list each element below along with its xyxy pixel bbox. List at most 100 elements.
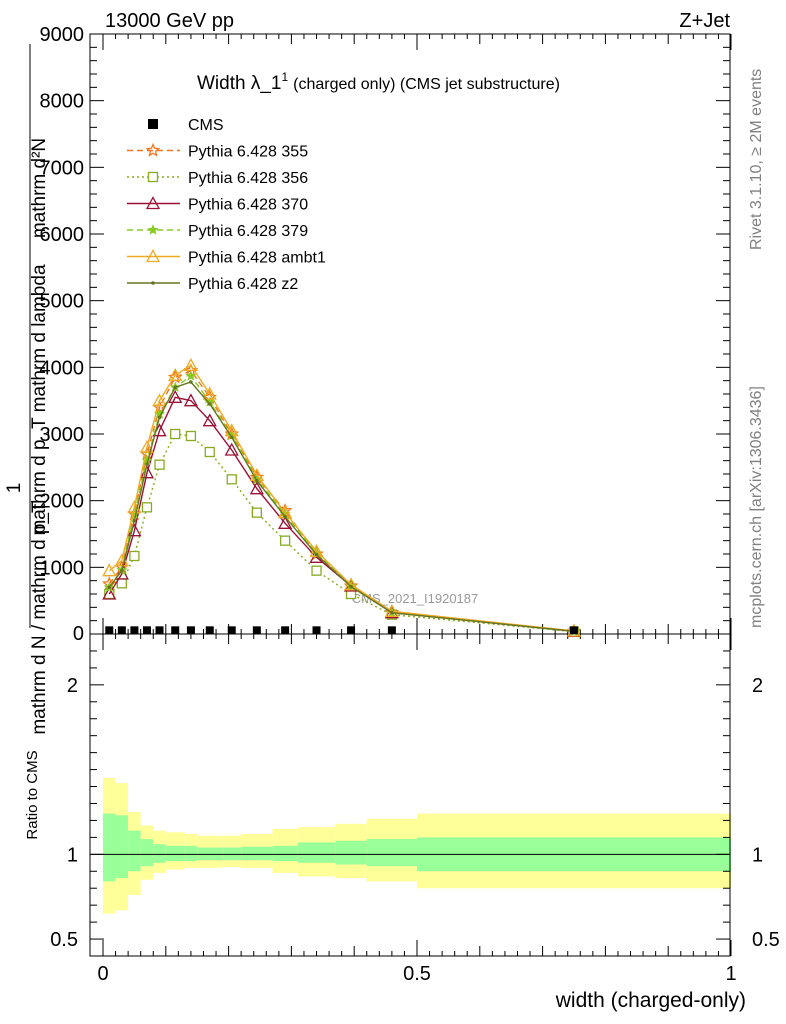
y-tick-label: 6000 [40, 224, 85, 246]
point-square [129, 550, 140, 562]
legend: CMS Pythia 6.428 355 Pythia 6.428 356 Pythi… [127, 117, 326, 293]
ratio-band-green [115, 815, 129, 879]
point-triangle [168, 389, 183, 403]
chart-title-main: Width λ_1 [197, 73, 281, 94]
series-0 [101, 362, 582, 638]
ratio-axis-ticks: 0.5 0.5 1 1 2 2 [50, 650, 780, 951]
series-line [108, 369, 575, 632]
legend-label: Pythia 6.428 356 [188, 170, 308, 187]
point-dot [157, 415, 162, 420]
legend-label: Pythia 6.428 z2 [188, 276, 298, 293]
point-triangle [183, 393, 199, 407]
legend-label: Pythia 6.428 355 [188, 144, 308, 161]
point-triangle [145, 249, 161, 263]
x-tick-label: 1 [725, 963, 736, 985]
ratio-tick-label: 2 [67, 675, 78, 697]
point-dot [132, 518, 137, 523]
point-square [311, 565, 322, 576]
point-dot [120, 568, 124, 573]
cms-point [105, 626, 114, 635]
point-dot [255, 478, 259, 483]
point-star [145, 142, 161, 157]
ratio-tick-label-right: 1 [752, 844, 763, 866]
analysis-watermark: CMS_2021_I1920187 [352, 591, 479, 606]
point-triangle [145, 196, 161, 210]
point-dot [283, 514, 287, 519]
cms-point [117, 626, 126, 635]
ylabel-numerator-2: mathrm d p_T mathrm d lambda [29, 264, 50, 535]
point-triangle [202, 413, 217, 427]
x-tick-label: 0.5 [403, 963, 431, 985]
y-tick-label: 4000 [40, 357, 85, 379]
rivet-info: Rivet 3.1.10, ≥ 2M events [748, 69, 765, 250]
cms-point [186, 626, 195, 635]
point-triangle [202, 386, 217, 400]
point-dot [173, 385, 178, 390]
cms-point [312, 626, 321, 635]
series-layer [101, 357, 582, 638]
point-dot [107, 585, 112, 590]
ratio-tick-label: 1 [67, 844, 78, 866]
ratio-band-green [140, 839, 154, 867]
ratio-band-green [153, 844, 166, 863]
point-triangle [139, 439, 155, 453]
y-tick-label: 7000 [40, 157, 85, 179]
point-square [147, 171, 159, 183]
point-dot [349, 584, 353, 589]
cms-point [130, 626, 139, 635]
cms-point [281, 626, 290, 635]
cms-point [347, 626, 356, 635]
y-axis-label: mathrm d²N mathrm d p_T mathrm d lambda … [4, 44, 50, 735]
cms-point [387, 626, 396, 635]
cms-point [252, 626, 261, 635]
cms-point [155, 626, 164, 635]
ylabel-denominator: mathrm d N / mathrm d p_T [29, 501, 50, 735]
point-square [279, 535, 291, 546]
series-1 [104, 428, 580, 637]
mcplots-info: mcplots.cern.ch [arXiv:1306.3436] [748, 386, 765, 628]
main-axis-ticks: 1000 2000 3000 4000 5000 6000 7000 8000 9000 0 [40, 24, 730, 645]
y-tick-label: 8000 [40, 91, 85, 113]
point-triangle [152, 393, 167, 407]
point-dot [229, 435, 234, 440]
point-dot [207, 402, 212, 406]
legend-label: Pythia 6.428 379 [188, 223, 308, 240]
point-square [154, 459, 165, 470]
point-triangle [183, 357, 199, 371]
ratio-ylabel: Ratio to CMS [24, 750, 41, 839]
point-square [170, 428, 181, 440]
cms-point [205, 626, 214, 635]
series-line [108, 381, 575, 632]
chart-title-sup: 1 [281, 70, 288, 84]
point-dot [145, 462, 149, 466]
header-left: 13000 GeV pp [105, 10, 234, 32]
point-square [141, 502, 153, 513]
series-3 [103, 370, 580, 637]
point-square [226, 474, 237, 485]
point-star-filled [185, 370, 197, 381]
series-line [108, 375, 575, 632]
ratio-tick-label-right: 2 [752, 675, 763, 697]
ylabel-numerator: mathrm d²N [29, 138, 50, 238]
ratio-band-green [335, 840, 367, 865]
point-triangle [278, 515, 293, 529]
chart-title-sub: (charged only) (CMS jet substructure) [293, 76, 560, 93]
legend-label-cms: CMS [188, 117, 224, 134]
chart-title: Width λ_11 (charged only) (CMS jet substr… [197, 70, 560, 94]
y-tick-label: 3000 [40, 424, 85, 446]
series-5 [107, 380, 576, 634]
ratio-band-green [103, 813, 116, 882]
ratio-band-green [297, 842, 336, 863]
ratio-band-green [128, 830, 141, 872]
ratio-bands [103, 778, 731, 914]
header-right: Z+Jet [679, 10, 730, 32]
point-square [204, 446, 215, 458]
legend-label: Pythia 6.428 ambt1 [188, 250, 326, 267]
cms-point [570, 626, 578, 635]
point-triangle [168, 367, 183, 381]
cms-point [171, 626, 180, 635]
series-line [108, 433, 575, 633]
legend-marker-cms [148, 119, 158, 129]
y-tick-label: 0 [73, 623, 84, 645]
